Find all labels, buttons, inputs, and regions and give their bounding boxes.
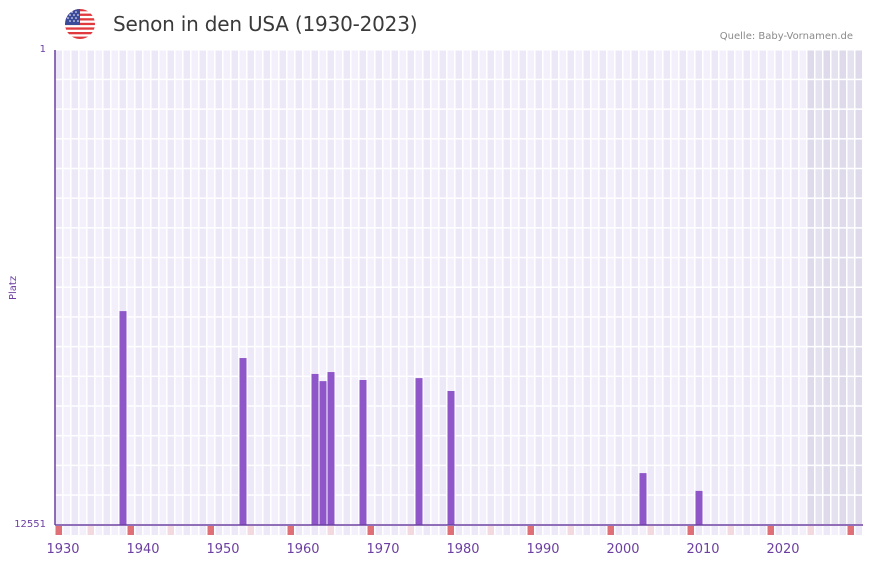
grid <box>55 50 862 535</box>
us-flag-icon <box>65 9 95 39</box>
bar-1967 <box>359 380 367 525</box>
x-tick-1950: 1950 <box>206 542 240 557</box>
chart-title: Senon in den USA (1930-2023) <box>113 12 418 36</box>
bar-1961 <box>311 373 319 525</box>
x-tick-2010: 2010 <box>686 542 720 557</box>
bar-1963 <box>327 372 335 525</box>
x-tick-1940: 1940 <box>126 542 160 557</box>
x-tick-1990: 1990 <box>526 542 560 557</box>
bars <box>119 311 703 525</box>
bar-1937 <box>119 311 127 525</box>
x-tick-1960: 1960 <box>286 542 320 557</box>
bar-1978 <box>447 390 455 525</box>
x-tick-2020: 2020 <box>766 542 800 557</box>
bar-1952 <box>239 358 247 525</box>
y-tick-top: 1 <box>39 44 46 55</box>
bar-2002 <box>639 473 647 525</box>
x-tick-1980: 1980 <box>446 542 480 557</box>
bar-1974 <box>415 378 423 525</box>
x-tick-1930: 1930 <box>46 542 80 557</box>
source-credit: Quelle: Baby-Vornamen.de <box>719 31 853 42</box>
bar-1962 <box>319 381 327 525</box>
bar-2009 <box>695 490 703 525</box>
x-tick-2000: 2000 <box>606 542 640 557</box>
y-tick-bottom: 12551 <box>14 519 46 530</box>
x-tick-1970: 1970 <box>366 542 400 557</box>
